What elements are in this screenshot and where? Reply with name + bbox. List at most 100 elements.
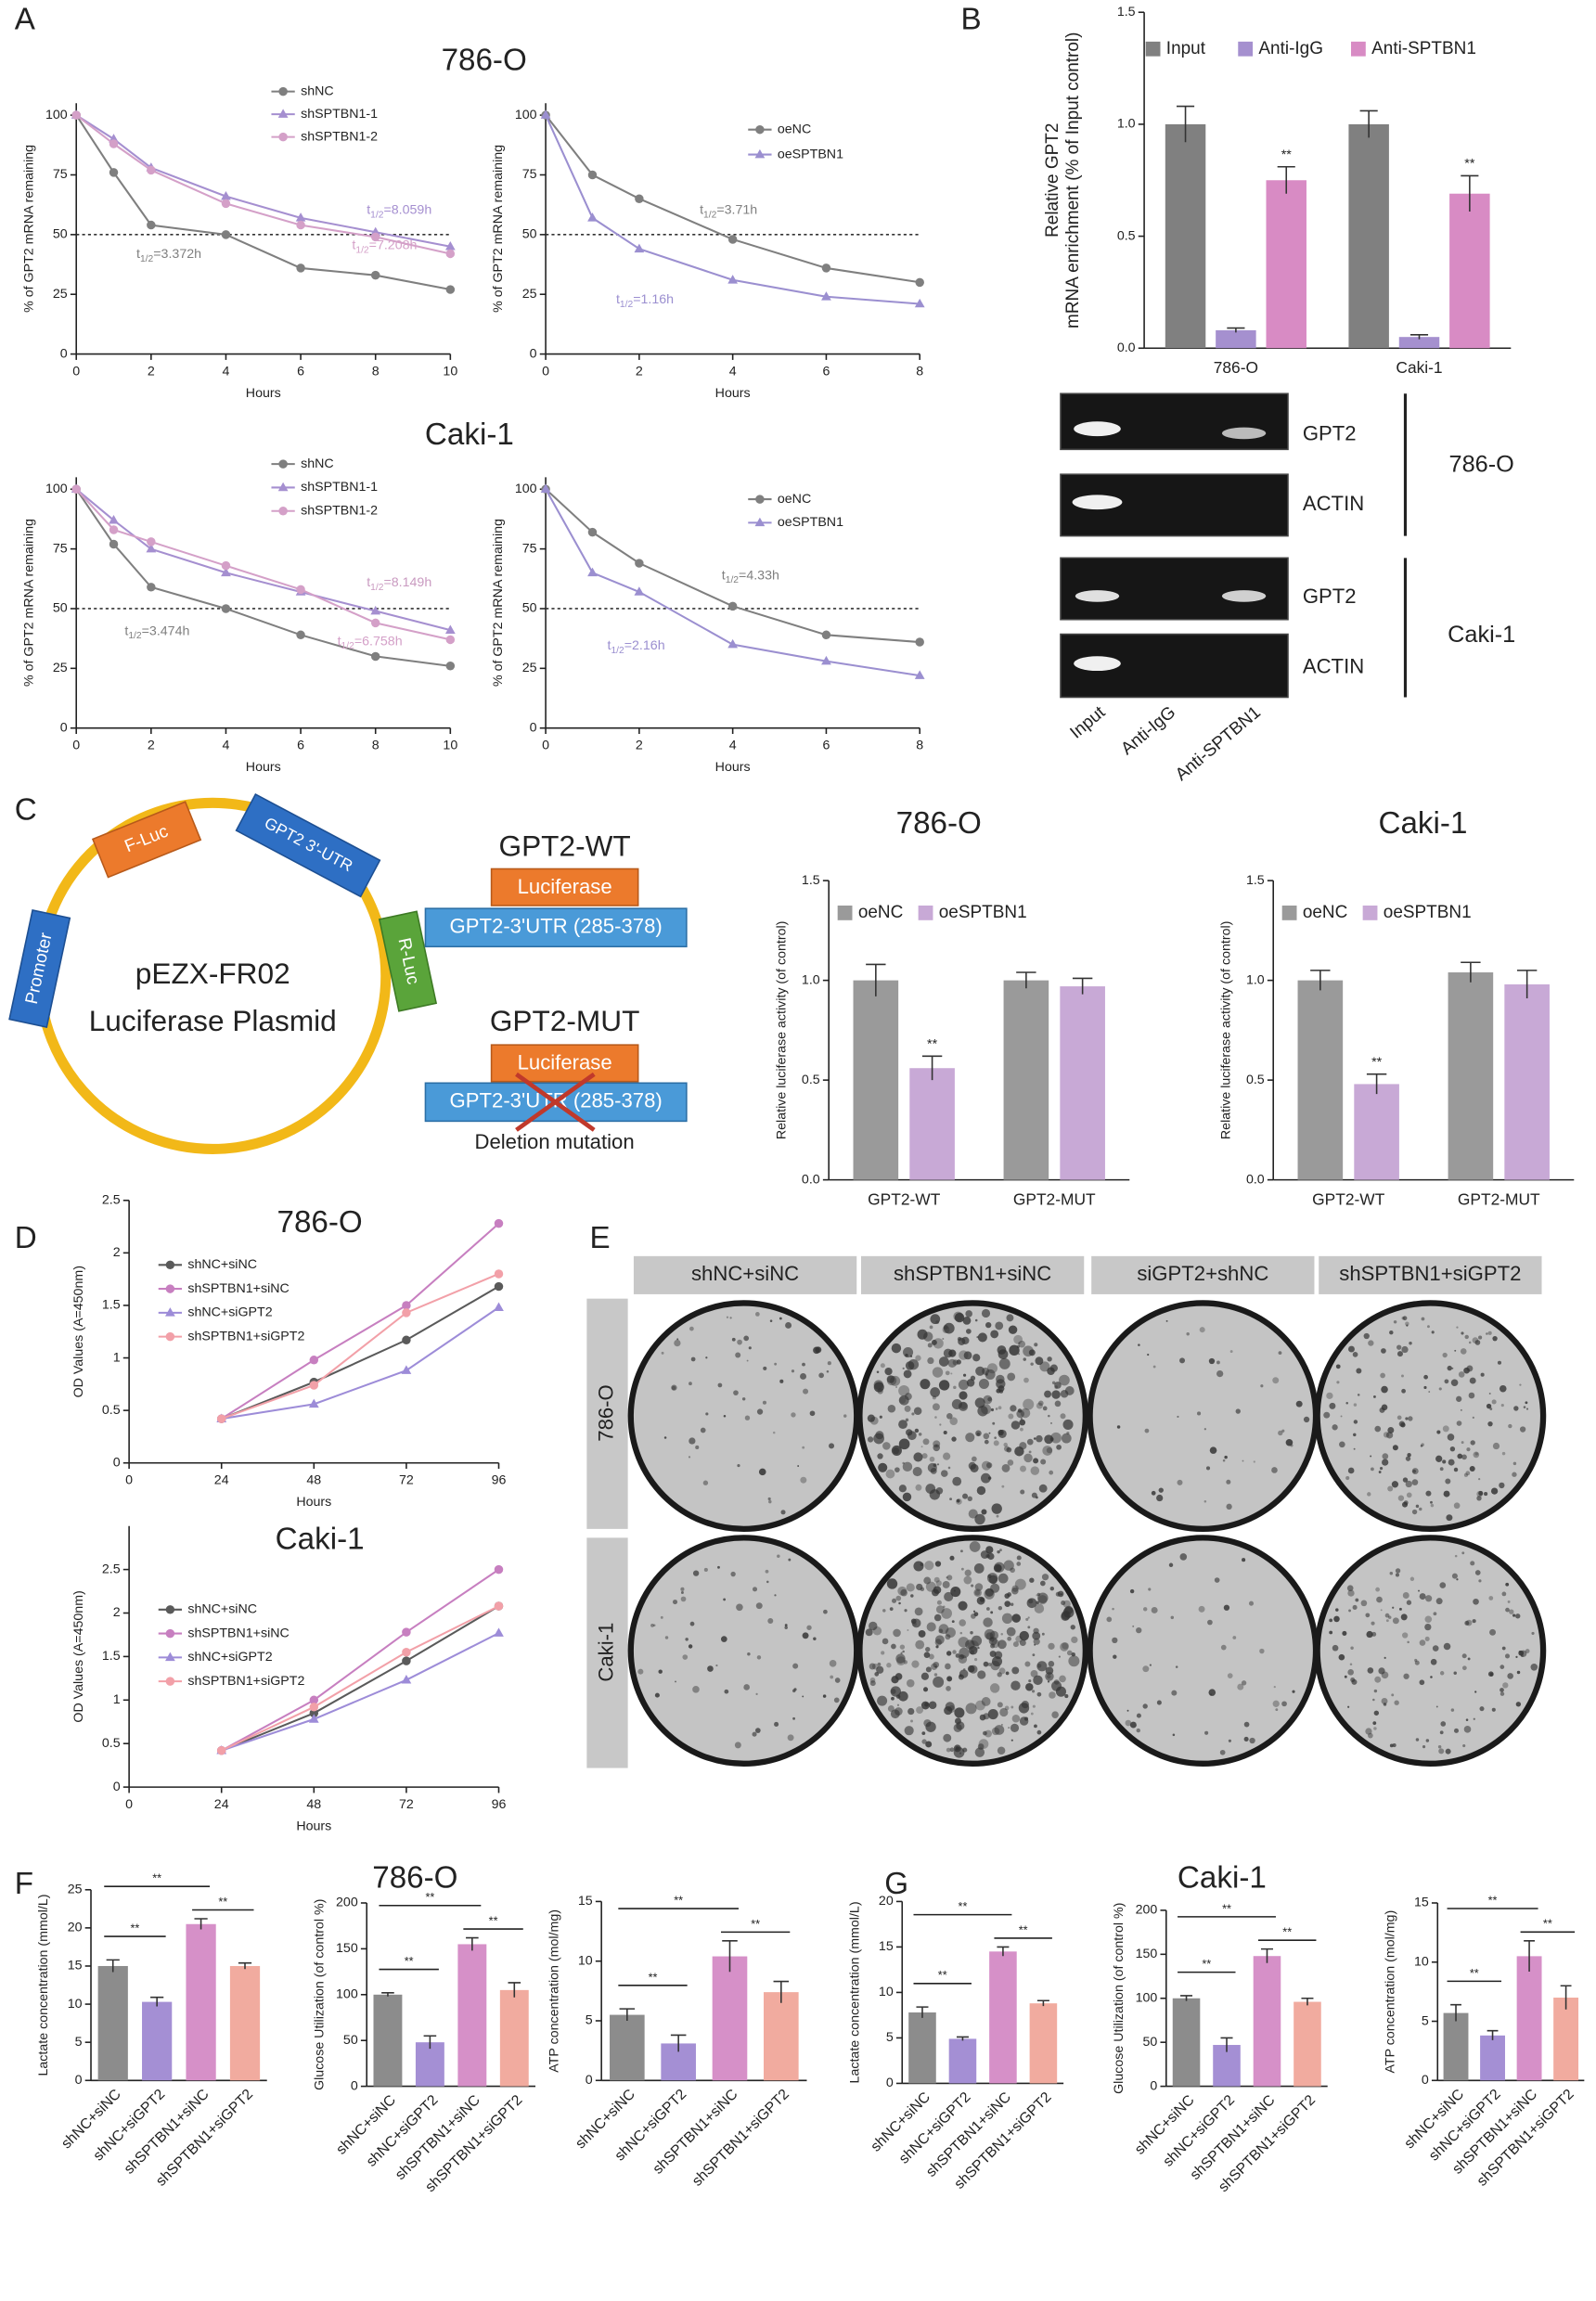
colony-speck <box>965 1433 975 1443</box>
y-tick-label: 25 <box>53 287 68 302</box>
colony-speck <box>1243 1721 1250 1728</box>
colony-speck <box>1005 1671 1010 1676</box>
column-header: shSPTBN1+siGPT2 <box>1339 1262 1521 1285</box>
colony-speck <box>1445 1478 1451 1485</box>
x-axis-label: Hours <box>246 386 281 401</box>
y-tick-label: 20 <box>68 1921 83 1935</box>
x-tick-label: 0 <box>542 738 549 752</box>
colony-speck <box>992 1421 996 1425</box>
colony-speck <box>1007 1372 1016 1382</box>
colony-speck <box>913 1407 922 1416</box>
colony-speck <box>830 1675 834 1679</box>
legend-marker <box>754 517 766 527</box>
data-point <box>635 559 644 568</box>
colony-speck <box>1019 1639 1026 1647</box>
y-axis-label: Glucose Utilization (of control %) <box>312 1899 327 2090</box>
half-life-part: =3.372h <box>153 247 201 262</box>
colony-speck <box>1442 1352 1448 1358</box>
colony-speck <box>1349 1663 1353 1666</box>
colony-speck <box>1020 1465 1026 1472</box>
colony-speck <box>1232 1636 1237 1639</box>
data-point <box>221 199 231 209</box>
colony-speck <box>985 1462 993 1469</box>
colony-speck <box>715 1664 718 1667</box>
colony-speck <box>1020 1408 1031 1419</box>
colony-speck <box>802 1695 804 1698</box>
colony-speck <box>1456 1420 1462 1426</box>
colony-speck <box>953 1385 957 1390</box>
colony-speck <box>1397 1495 1405 1501</box>
colony-speck <box>1372 1721 1377 1726</box>
colony-speck <box>1525 1401 1528 1405</box>
y-axis-label: ATP concentration (mol/mg) <box>1383 1910 1397 2074</box>
colony-speck <box>999 1707 1009 1717</box>
colony-speck <box>829 1443 835 1449</box>
colony-speck <box>946 1747 951 1753</box>
data-point <box>821 291 831 301</box>
colony-speck <box>1430 1658 1437 1665</box>
colony-speck <box>884 1367 893 1376</box>
significance: ** <box>489 1914 498 1927</box>
gel-lane-label: Anti-SPTBN1 <box>1172 702 1265 785</box>
colony-speck <box>1017 1408 1023 1413</box>
colony-speck <box>877 1453 883 1459</box>
colony-speck <box>1447 1433 1455 1441</box>
y-tick-label: 200 <box>336 1896 358 1910</box>
colony-speck <box>1136 1626 1142 1634</box>
colony-speck <box>1512 1472 1517 1477</box>
colony-speck <box>1112 1637 1118 1644</box>
colony-speck <box>1463 1726 1472 1733</box>
y-axis-label: % of GPT2 mRNA remaining <box>491 145 506 313</box>
colony-speck <box>1470 1440 1475 1446</box>
legend-marker <box>755 495 765 504</box>
colony-speck <box>945 1634 951 1640</box>
data-point <box>402 1656 411 1665</box>
colony-speck <box>785 1321 792 1329</box>
colony-speck <box>672 1600 678 1605</box>
colony-speck <box>1152 1365 1156 1369</box>
y-tick-label: 50 <box>1142 2035 1157 2050</box>
row-header: 786-O <box>594 1384 617 1442</box>
colony-speck <box>1450 1379 1459 1387</box>
bar <box>97 1965 128 2081</box>
colony-speck <box>943 1324 948 1330</box>
legend-marker <box>165 1652 175 1662</box>
colony-speck <box>1008 1727 1010 1729</box>
colony-speck <box>1147 1353 1150 1356</box>
legend-swatch <box>1145 41 1161 57</box>
data-point <box>587 170 598 180</box>
y-tick-label: 0 <box>60 346 68 361</box>
colony-speck <box>887 1404 896 1413</box>
colony-speck <box>1347 1589 1355 1597</box>
colony-speck <box>1035 1356 1044 1366</box>
half-life-part: =1.16h <box>633 292 674 307</box>
colony-speck <box>802 1632 809 1639</box>
half-life-label: t1/2=4.33h <box>722 568 779 585</box>
colony-speck <box>950 1372 953 1375</box>
colony-speck <box>1011 1715 1021 1723</box>
plasmid-element: F-Luc <box>91 801 202 879</box>
colony-speck <box>910 1594 914 1598</box>
colony-speck <box>1037 1592 1049 1603</box>
colony-speck <box>989 1683 1000 1693</box>
colony-speck <box>1106 1616 1113 1623</box>
data-point <box>221 567 231 577</box>
colony-speck <box>1323 1411 1331 1419</box>
colony-speck <box>1071 1636 1078 1644</box>
colony-speck <box>970 1463 979 1473</box>
colony-speck <box>1051 1711 1059 1718</box>
colony-speck <box>1525 1649 1530 1653</box>
colony-speck <box>1347 1705 1350 1708</box>
colony-speck <box>904 1726 914 1736</box>
colony-speck <box>1220 1644 1227 1651</box>
colony-speck <box>974 1513 985 1525</box>
colony-speck <box>1453 1671 1457 1676</box>
bar <box>1253 1956 1281 2087</box>
x-axis-label: Hours <box>296 1495 331 1510</box>
y-axis-label: Relative GPT2 <box>1043 123 1062 238</box>
culture-dish <box>1087 1535 1319 1767</box>
colony-speck <box>920 1379 931 1390</box>
colony-speck <box>1125 1719 1132 1727</box>
colony-speck <box>998 1606 1003 1611</box>
